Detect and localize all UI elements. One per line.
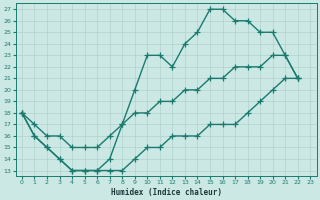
X-axis label: Humidex (Indice chaleur): Humidex (Indice chaleur) [111, 188, 221, 197]
